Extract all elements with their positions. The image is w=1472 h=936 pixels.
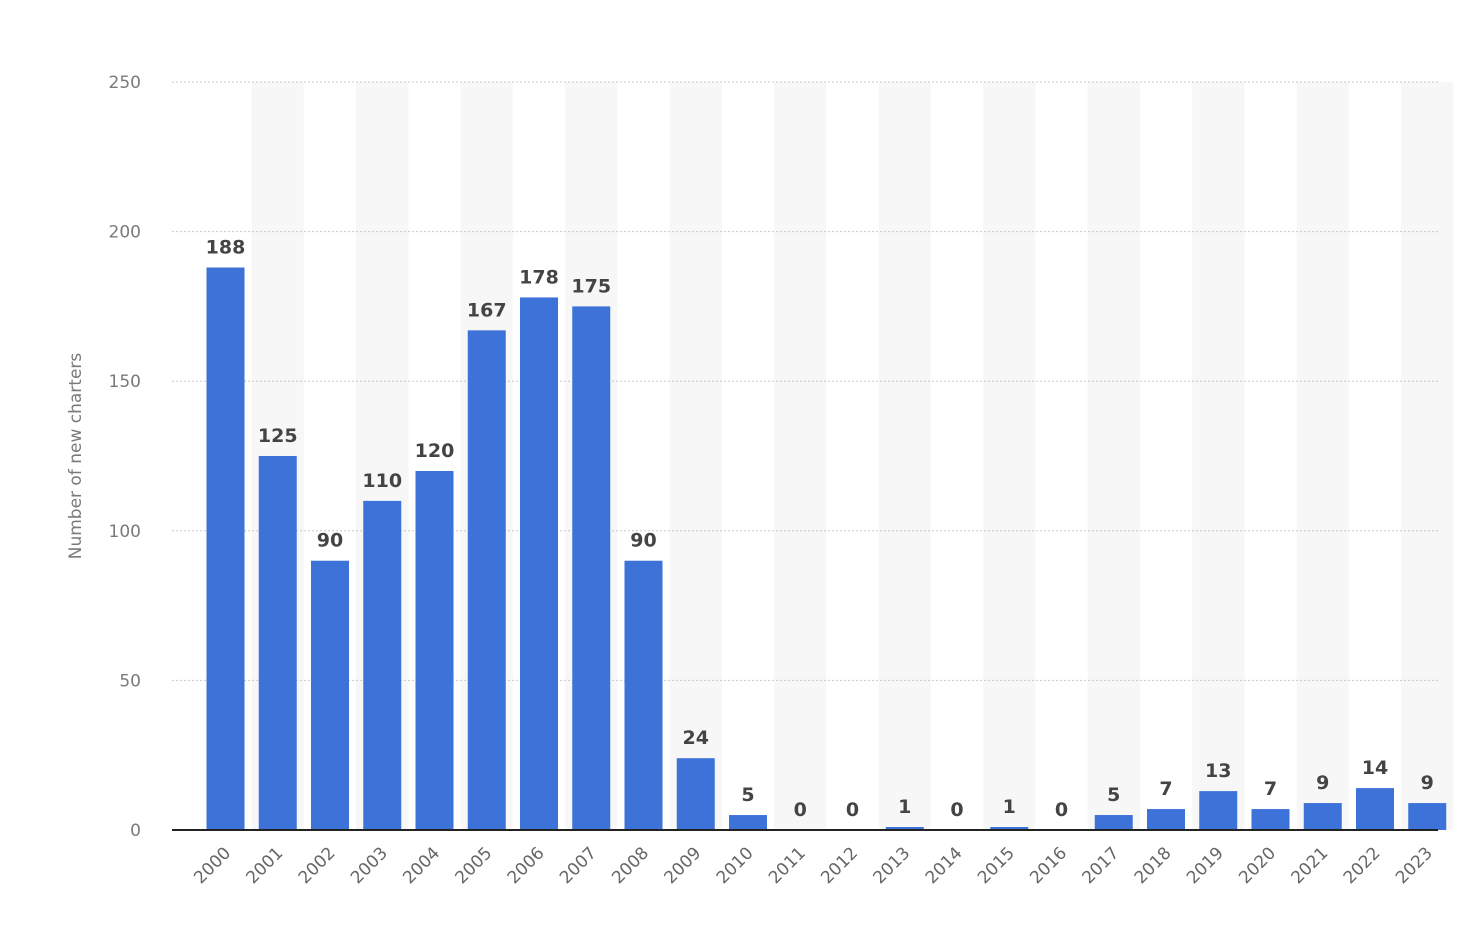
bar <box>415 470 454 830</box>
x-tick-label: 2009 <box>661 843 706 888</box>
data-label: 125 <box>258 425 298 447</box>
data-label: 9 <box>1316 772 1329 794</box>
x-tick-label: 2004 <box>399 843 444 888</box>
y-tick-label: 50 <box>119 671 141 691</box>
data-label: 7 <box>1264 778 1277 800</box>
bar <box>1356 788 1394 830</box>
x-tick-label: 2001 <box>243 843 288 888</box>
y-tick-label: 250 <box>109 73 141 93</box>
x-tick-label: 2011 <box>765 843 810 888</box>
data-label: 0 <box>794 799 807 821</box>
bar <box>1094 815 1133 830</box>
y-tick-label: 0 <box>130 821 141 841</box>
bar <box>467 330 506 830</box>
y-tick-label: 150 <box>109 372 141 392</box>
x-tick-label: 2005 <box>452 843 497 888</box>
y-tick-label: 200 <box>109 223 141 243</box>
data-label: 13 <box>1205 760 1231 782</box>
data-label: 1 <box>898 796 911 818</box>
data-label: 120 <box>415 440 455 462</box>
bar <box>258 456 297 830</box>
bar <box>206 267 245 830</box>
data-label: 178 <box>519 266 559 288</box>
data-label: 7 <box>1159 778 1172 800</box>
data-label: 14 <box>1362 757 1388 779</box>
data-label: 90 <box>630 530 656 552</box>
bar <box>729 815 767 830</box>
data-label: 188 <box>206 237 246 259</box>
x-tick-label: 2003 <box>347 843 392 888</box>
bar <box>624 560 663 830</box>
data-label: 24 <box>683 727 709 749</box>
column-shading <box>1401 82 1454 830</box>
bar <box>572 306 611 830</box>
bar <box>311 560 349 830</box>
data-label: 5 <box>1107 784 1120 806</box>
column-shading <box>774 82 827 830</box>
column-shading <box>878 82 931 830</box>
bar <box>885 827 924 830</box>
x-tick-label: 2018 <box>1131 843 1176 888</box>
bar <box>1408 803 1447 830</box>
x-tick-label: 2014 <box>922 843 967 888</box>
x-tick-label: 2017 <box>1079 843 1124 888</box>
data-label: 0 <box>846 799 859 821</box>
bar <box>1199 791 1238 830</box>
y-tick-label: 100 <box>109 522 141 542</box>
bar <box>1251 809 1290 830</box>
column-shading <box>669 82 722 830</box>
data-label: 0 <box>1055 799 1068 821</box>
x-tick-label: 2015 <box>974 843 1019 888</box>
x-tick-label: 2006 <box>504 843 549 888</box>
data-label: 9 <box>1421 772 1434 794</box>
x-tick-label: 2022 <box>1340 843 1385 888</box>
data-label: 167 <box>467 299 507 321</box>
column-shading <box>1296 82 1349 830</box>
x-tick-label: 2020 <box>1235 843 1280 888</box>
x-tick-label: 2023 <box>1392 843 1437 888</box>
bar <box>1303 803 1342 830</box>
column-shading <box>983 82 1036 830</box>
x-tick-label: 2010 <box>713 843 758 888</box>
x-tick-label: 2019 <box>1183 843 1228 888</box>
x-tick-label: 2007 <box>556 843 601 888</box>
x-tick-label: 2012 <box>817 843 862 888</box>
x-tick-label: 2021 <box>1288 843 1333 888</box>
y-axis-label: Number of new charters <box>66 352 86 560</box>
data-label: 0 <box>950 799 963 821</box>
data-label: 1 <box>1003 796 1016 818</box>
x-tick-label: 2016 <box>1026 843 1071 888</box>
data-label: 90 <box>317 530 343 552</box>
x-tick-label: 2013 <box>870 843 915 888</box>
x-tick-label: 2008 <box>608 843 653 888</box>
bar <box>990 827 1029 830</box>
bar <box>520 297 558 830</box>
bar <box>1147 809 1185 830</box>
data-label: 110 <box>362 470 402 492</box>
column-shading <box>1087 82 1140 830</box>
bar <box>676 758 715 830</box>
data-label: 175 <box>571 275 611 297</box>
data-label: 5 <box>741 784 754 806</box>
x-tick-label: 2002 <box>295 843 340 888</box>
bar <box>363 500 402 830</box>
x-tick-label: 2000 <box>190 843 235 888</box>
column-shading <box>1192 82 1245 830</box>
